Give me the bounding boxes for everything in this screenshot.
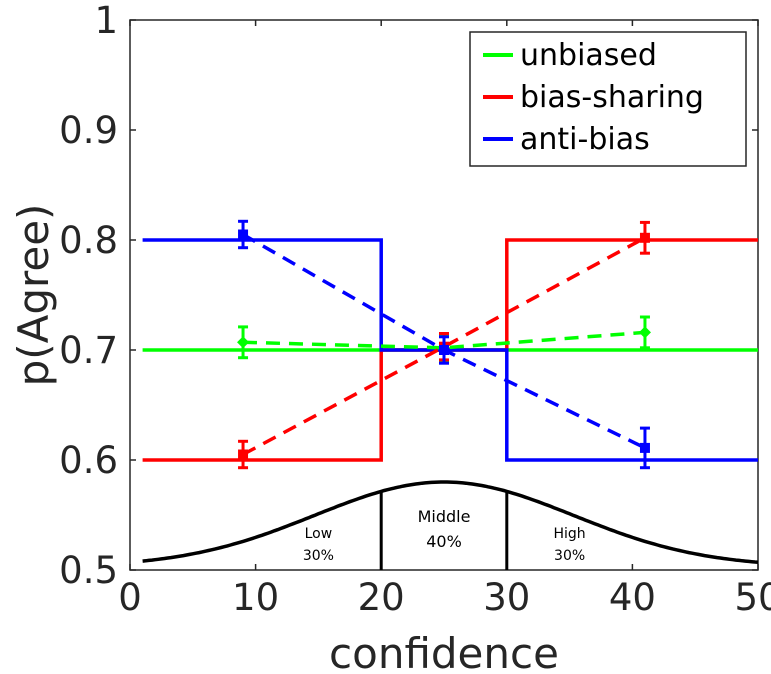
- y-tick-label: 1: [94, 0, 118, 42]
- region-pct-middle: 40%: [426, 532, 462, 551]
- legend-label-anti-bias: anti-bias: [520, 122, 650, 157]
- data-point-anti-bias: [238, 229, 249, 240]
- region-pct-low: 30%: [303, 548, 334, 564]
- y-tick-label: 0.7: [59, 329, 118, 372]
- x-tick-label: 20: [358, 576, 405, 619]
- plot-area: 0 10 20 30 40 50 0.5 0.6 0.7 0.8 0.9 1 Low 30% Middle 4…: [59, 0, 771, 619]
- dashed-line-unbiased: [242, 330, 646, 350]
- x-tick-label: 50: [734, 576, 771, 619]
- y-tick-label: 0.6: [59, 439, 118, 482]
- dashed-line-bias-sharing: [242, 236, 646, 457]
- data-point-unbiased: [237, 336, 250, 349]
- y-tick-label: 0.9: [59, 109, 118, 152]
- data-point-anti-bias: [639, 442, 650, 453]
- data-point-bias-sharing: [639, 232, 650, 243]
- y-tick-label: 0.5: [59, 549, 118, 592]
- y-axis-title: p(Agree): [9, 204, 58, 387]
- distribution-curve: [142, 480, 759, 564]
- region-label-low: Low: [305, 526, 333, 542]
- x-tick-label: 0: [118, 576, 142, 619]
- y-tick-label: 0.8: [59, 219, 118, 262]
- legend-label-bias-sharing: bias-sharing: [520, 80, 704, 115]
- region-label-high: High: [554, 526, 586, 542]
- legend: unbiased bias-sharing anti-bias: [469, 31, 747, 167]
- legend-box: [469, 31, 747, 167]
- x-tick-label: 30: [483, 576, 530, 619]
- region-pct-high: 30%: [554, 548, 585, 564]
- x-axis-title: confidence: [329, 629, 559, 674]
- x-tick-label: 40: [609, 576, 656, 619]
- data-point-unbiased: [638, 326, 651, 339]
- plot-frame: [129, 19, 759, 571]
- data-point-anti-bias: [439, 345, 449, 355]
- region-label-middle: Middle: [418, 507, 471, 526]
- legend-label-unbiased: unbiased: [520, 38, 657, 73]
- data-point-bias-sharing: [238, 449, 249, 460]
- x-tick-label: 10: [232, 576, 279, 619]
